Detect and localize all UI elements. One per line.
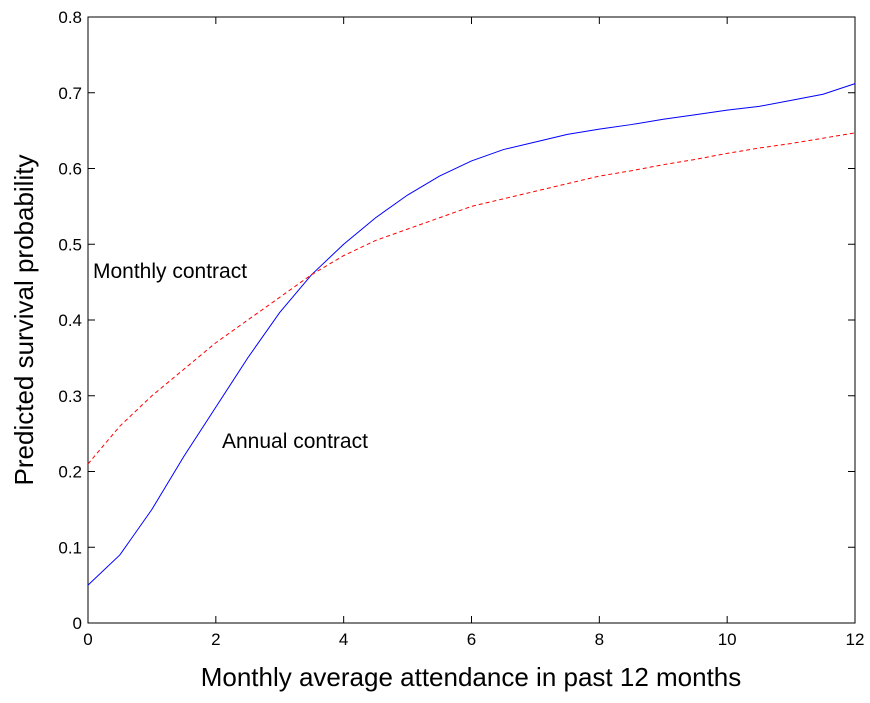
y-tick-label: 0.1 (58, 538, 82, 557)
y-tick-label: 0 (73, 614, 82, 633)
series-line (87, 83, 856, 586)
series-annotation: Annual contract (222, 430, 368, 453)
y-tick-label: 0.5 (58, 235, 82, 254)
x-tick-label: 8 (595, 630, 604, 649)
y-tick-label: 0.4 (58, 311, 82, 330)
y-tick-label: 0.8 (58, 8, 82, 27)
series-annotation: Monthly contract (93, 260, 247, 283)
series-line (87, 132, 856, 465)
x-tick-label: 4 (339, 630, 348, 649)
y-axis-label: Predicted survival probability (9, 155, 39, 486)
plot-frame (87, 16, 856, 624)
y-tick-label: 0.2 (58, 463, 82, 482)
x-tick-label: 10 (718, 630, 737, 649)
y-tick-label: 0.3 (58, 387, 82, 406)
x-tick-label: 2 (211, 630, 220, 649)
y-tick-label: 0.6 (58, 160, 82, 179)
x-axis-label: Monthly average attendance in past 12 mo… (201, 662, 742, 692)
y-tick-label: 0.7 (58, 84, 82, 103)
x-tick-label: 6 (467, 630, 476, 649)
x-tick-label: 12 (846, 630, 865, 649)
x-tick-label: 0 (83, 630, 92, 649)
